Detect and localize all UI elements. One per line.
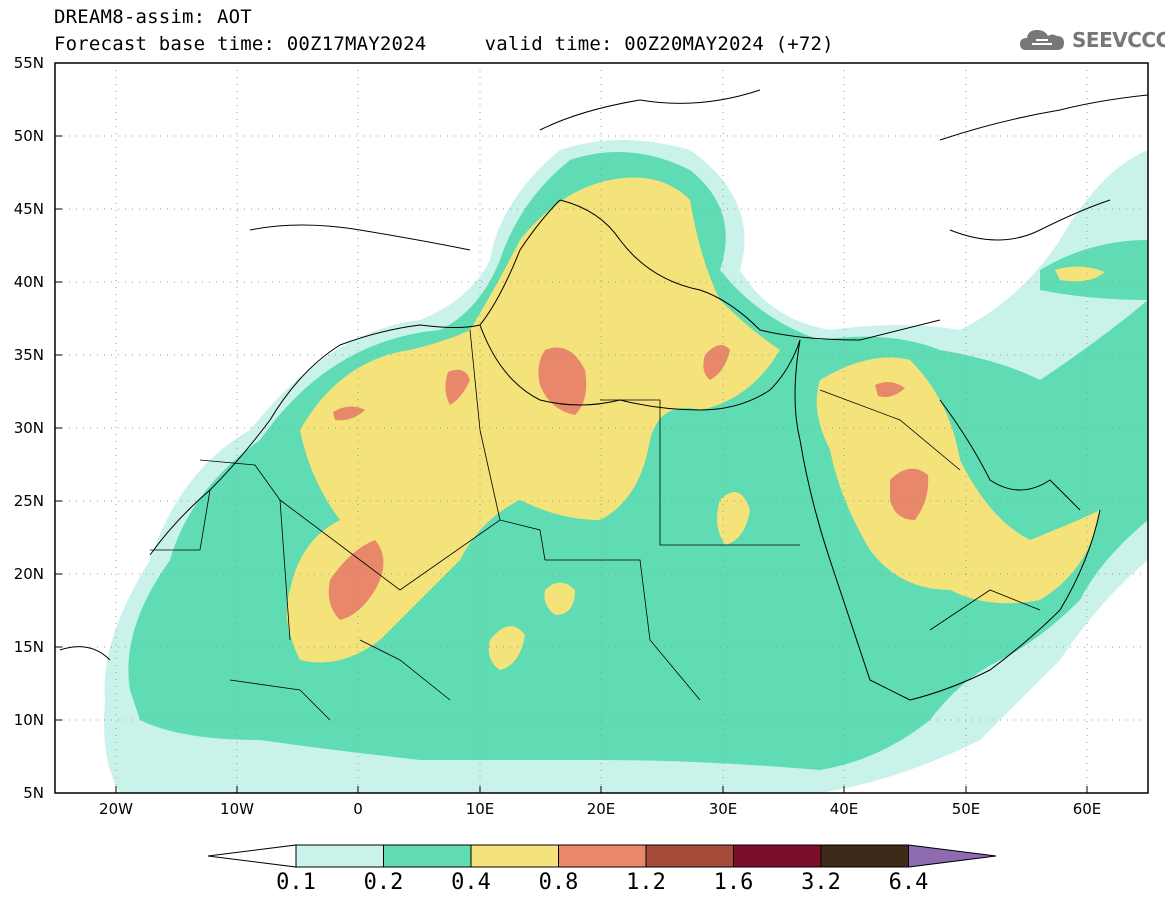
lat-label-25n: 25N [13,492,44,510]
colorbar-swatch-6 [820,844,909,868]
aot-band-0.8 [328,345,929,620]
colorbar-swatch-5 [733,844,822,868]
colorbar-label-5: 1.6 [713,870,754,895]
lat-label-35n: 35N [13,346,44,364]
colorbar-over-arrow [908,844,997,868]
aot-band-0.4 [286,177,1105,670]
colorbar-swatch-2 [470,844,559,868]
colorbar-label-6: 3.2 [801,870,841,895]
colorbar-under-arrow [207,844,297,868]
colorbar-label-7: 6.4 [888,870,929,895]
lon-label-10e: 10E [465,800,495,818]
logo-text: SEEVCCC [1072,28,1165,52]
lat-label-15n: 15N [13,638,44,656]
coastlines [59,89,1148,701]
lon-label-0: 0 [353,800,363,818]
lat-label-45n: 45N [13,200,44,218]
axis-ticks [55,135,1088,793]
colorbar-swatch-3 [558,844,647,868]
lon-label-60e: 60E [1072,800,1102,818]
lon-label-30e: 30E [708,800,738,818]
colorbar-swatch-1 [383,844,472,868]
lon-label-20e: 20E [586,800,616,818]
colorbar-label-1: 0.2 [363,870,404,895]
lon-label-20w: 20W [99,800,133,818]
lon-label-10w: 10W [220,800,254,818]
country-borders [150,329,1041,721]
lat-label-5n: 5N [23,784,44,802]
colorbar-label-2: 0.4 [451,870,491,895]
colorbar [207,844,997,868]
lat-label-30n: 30N [13,419,44,437]
lat-label-40n: 40N [13,273,44,291]
lat-label-50n: 50N [13,127,44,145]
cloud-icon [1020,30,1064,50]
map-title: DREAM8-assim: AOT [54,6,252,28]
lon-label-40e: 40E [829,800,859,818]
lat-label-55n: 55N [13,54,44,72]
colorbar-label-0: 0.1 [276,870,316,895]
graticule [55,63,1148,793]
colorbar-swatch-0 [295,844,384,868]
colorbar-label-4: 1.2 [626,870,666,895]
lat-label-10n: 10N [13,711,44,729]
colorbar-swatch-4 [645,844,734,868]
forecast-times: Forecast base time: 00Z17MAY2024 valid t… [54,33,834,55]
lon-label-50e: 50E [951,800,981,818]
lat-label-20n: 20N [13,565,44,583]
colorbar-label-3: 0.8 [538,870,579,895]
